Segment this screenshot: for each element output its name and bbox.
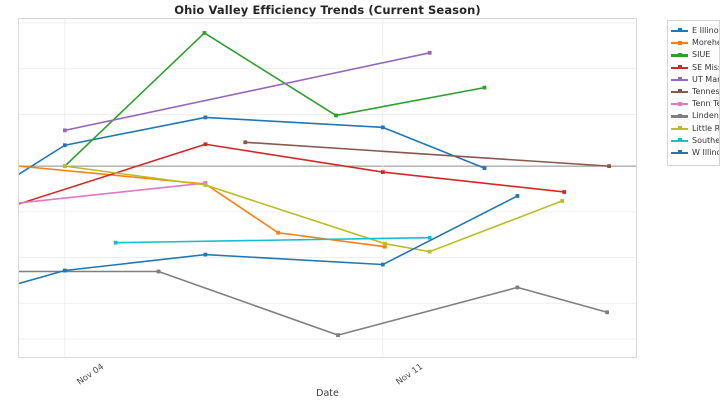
data-point-marker: [62, 164, 67, 169]
series-line: [19, 165, 386, 248]
series-line: [64, 52, 431, 132]
series-siue: [62, 31, 487, 169]
data-point-marker: [336, 333, 340, 338]
data-point-marker: [380, 170, 385, 174]
gridlines: [19, 19, 636, 357]
data-point-marker: [382, 244, 387, 249]
data-point-marker: [113, 240, 118, 245]
data-point-marker: [276, 230, 281, 235]
series-morehead: [19, 165, 387, 249]
data-point-marker: [560, 199, 565, 203]
legend-item-label: SIUE: [692, 50, 711, 60]
legend-item[interactable]: Little Rock: [671, 123, 719, 135]
data-point-marker: [203, 115, 208, 120]
legend-color-swatch: [671, 125, 688, 131]
legend-item-label: UT Martin: [692, 74, 719, 84]
series-e-illinois: [19, 115, 487, 175]
x-tick-label: Nov 11: [394, 362, 425, 388]
legend-item-label: SE Missouri: [692, 62, 719, 72]
series-line: [19, 182, 207, 204]
legend-item[interactable]: Lindenwood: [671, 110, 719, 122]
legend-item-label: Tenn Tech: [692, 99, 719, 109]
data-point-marker: [156, 269, 161, 274]
data-point-marker: [380, 262, 385, 267]
legend-color-swatch: [671, 52, 688, 57]
data-point-marker: [382, 241, 387, 246]
legend-item-label: W Illinois: [692, 147, 719, 157]
data-point-marker: [427, 50, 432, 55]
data-point-marker: [607, 164, 611, 169]
data-point-marker: [203, 181, 208, 185]
legend-color-swatch: [671, 89, 688, 94]
legend-item-label: Tennessee: [692, 87, 719, 97]
series-line: [19, 270, 608, 336]
data-point-marker: [202, 31, 207, 35]
series-lindenwood: [19, 269, 609, 338]
legend-item[interactable]: W Illinois: [671, 147, 719, 159]
series-w-illinois: [19, 194, 520, 285]
data-point-marker: [605, 310, 609, 315]
data-point-marker: [62, 268, 67, 273]
series-tennessee: [243, 140, 611, 169]
data-point-marker: [515, 285, 520, 290]
series-ut-martin: [62, 50, 432, 133]
data-point-marker: [203, 252, 208, 257]
series-tenn-tech: [19, 181, 208, 204]
legend-item[interactable]: UT Martin: [671, 74, 719, 86]
series-line: [64, 32, 486, 167]
legend-color-swatch: [671, 101, 688, 106]
legend-item-label: Lindenwood: [692, 111, 719, 121]
data-point-marker: [243, 140, 248, 145]
legend-color-swatch: [671, 28, 688, 33]
series-lines: [19, 31, 611, 338]
legend-color-swatch: [671, 77, 688, 82]
legend-item-label: Morehead: [692, 38, 719, 48]
legend-item[interactable]: E Illinois: [671, 25, 719, 37]
data-point-marker: [482, 166, 487, 171]
legend-item-label: Little Rock: [692, 123, 719, 133]
x-tick-label: Nov 04: [75, 362, 106, 388]
data-point-marker: [515, 194, 520, 198]
legend-item[interactable]: Tennessee: [671, 86, 719, 98]
data-point-marker: [427, 249, 432, 254]
series-little-rock: [62, 164, 565, 254]
legend-item-label: Southern Indiana: [692, 135, 719, 145]
data-point-marker: [562, 190, 567, 194]
data-point-marker: [380, 125, 385, 130]
x-axis-label: Date: [316, 388, 339, 399]
series-line: [114, 236, 431, 244]
legend-item-label: E Illinois: [692, 26, 719, 36]
data-point-marker: [482, 85, 487, 90]
legend-color-swatch: [671, 40, 688, 45]
chart-legend: E Illinois Morehead SIUE SE Missouri UT Mart…: [667, 20, 720, 166]
legend-item[interactable]: Morehead: [671, 37, 719, 49]
series-se-missouri: [19, 142, 567, 205]
legend-color-swatch: [671, 150, 688, 155]
legend-item[interactable]: SE Missouri: [671, 62, 719, 74]
data-point-marker: [62, 128, 67, 133]
data-point-marker: [427, 235, 432, 240]
chart-title: Ohio Valley Efficiency Trends (Current S…: [174, 3, 481, 17]
legend-item[interactable]: Southern Indiana: [671, 135, 719, 147]
series-southern-indiana: [113, 235, 432, 245]
legend-color-swatch: [671, 113, 688, 118]
data-point-marker: [203, 183, 208, 187]
plot-area: [18, 18, 637, 358]
legend-item[interactable]: SIUE: [671, 49, 719, 61]
legend-color-swatch: [671, 64, 688, 70]
series-line: [244, 141, 610, 167]
legend-color-swatch: [671, 137, 688, 143]
data-point-marker: [62, 143, 67, 148]
data-point-marker: [334, 113, 338, 118]
series-line: [19, 143, 566, 205]
data-point-marker: [203, 142, 208, 147]
legend-item[interactable]: Tenn Tech: [671, 98, 719, 110]
